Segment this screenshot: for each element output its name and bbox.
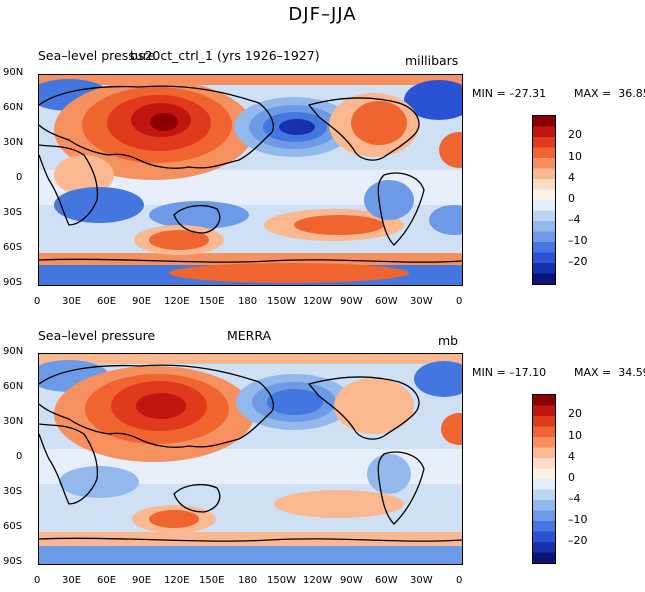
lon-tick: 0: [456, 296, 463, 307]
lat-tick: 90N: [3, 346, 24, 357]
lon-tick: 0: [34, 296, 41, 307]
lon-tick: 150W: [267, 296, 296, 307]
lon-tick: 60E: [97, 296, 117, 307]
max-label: MAX = 34.59: [574, 366, 645, 379]
colorbar-label: 20: [568, 128, 582, 141]
lon-tick: 30E: [62, 575, 82, 586]
colorbar-label: 0: [568, 192, 575, 205]
panel-center-title: MERRA: [227, 328, 272, 343]
lon-tick: 120W: [303, 575, 332, 586]
panel-center-title: bs20ct_ctrl_1 (yrs 1926–1927): [130, 48, 320, 63]
lon-tick: 30W: [410, 575, 433, 586]
lon-tick: 30W: [410, 296, 433, 307]
colorbar-label: –10: [568, 513, 588, 526]
colorbar-label: –4: [568, 213, 581, 226]
colorbar-label: 20: [568, 407, 582, 420]
colorbar-label: 4: [568, 171, 575, 184]
colorbar-fill: [533, 395, 555, 563]
panel-units: millibars: [405, 53, 459, 68]
lat-tick: 30S: [3, 486, 23, 497]
colorbar: [532, 394, 556, 564]
lat-tick: 90S: [3, 277, 23, 288]
lat-tick: 0: [16, 451, 23, 462]
lat-tick: 30N: [3, 416, 24, 427]
lon-tick: 90E: [132, 575, 152, 586]
lon-tick: 180: [238, 575, 258, 586]
panel-left-title: Sea–level pressure: [38, 328, 156, 343]
lon-tick: 90W: [340, 575, 363, 586]
lat-tick: 30S: [3, 207, 23, 218]
lat-tick: 60N: [3, 381, 24, 392]
colorbar-label: –20: [568, 534, 588, 547]
lon-tick: 120E: [164, 575, 190, 586]
lon-tick: 90W: [340, 296, 363, 307]
colorbar-label: 10: [568, 429, 582, 442]
lat-tick: 60S: [3, 521, 23, 532]
lat-tick: 90S: [3, 556, 23, 567]
lon-tick: 120E: [164, 296, 190, 307]
min-label: MIN = –17.10: [472, 366, 547, 379]
colorbar: [532, 115, 556, 285]
colorbar-label: 10: [568, 150, 582, 163]
panel-left-title: Sea–level pressure: [38, 48, 156, 63]
lat-tick: 90N: [3, 67, 24, 78]
figure-title: DJF–JJA: [288, 4, 357, 25]
colorbar-label: –10: [568, 234, 588, 247]
slp-map: [38, 353, 463, 565]
lon-tick: 60E: [97, 575, 117, 586]
max-label: MAX = 36.85: [574, 87, 645, 100]
lon-tick: 30E: [62, 296, 82, 307]
lat-tick: 0: [16, 172, 23, 183]
colorbar-fill: [533, 116, 555, 284]
lon-tick: 150W: [267, 575, 296, 586]
lon-tick: 60W: [375, 575, 398, 586]
lon-tick: 0: [456, 575, 463, 586]
lon-tick: 180: [238, 296, 258, 307]
lon-tick: 150E: [199, 296, 225, 307]
panel-units: mb: [438, 333, 459, 348]
colorbar-label: 0: [568, 471, 575, 484]
colorbar-label: –20: [568, 255, 588, 268]
min-label: MIN = –27.31: [472, 87, 547, 100]
slp-map: [38, 74, 463, 286]
colorbar-label: –4: [568, 492, 581, 505]
lat-tick: 60S: [3, 242, 23, 253]
lat-tick: 60N: [3, 102, 24, 113]
colorbar-label: 4: [568, 450, 575, 463]
lon-tick: 150E: [199, 575, 225, 586]
lon-tick: 120W: [303, 296, 332, 307]
lon-tick: 90E: [132, 296, 152, 307]
lon-tick: 0: [34, 575, 41, 586]
lon-tick: 60W: [375, 296, 398, 307]
lat-tick: 30N: [3, 137, 24, 148]
